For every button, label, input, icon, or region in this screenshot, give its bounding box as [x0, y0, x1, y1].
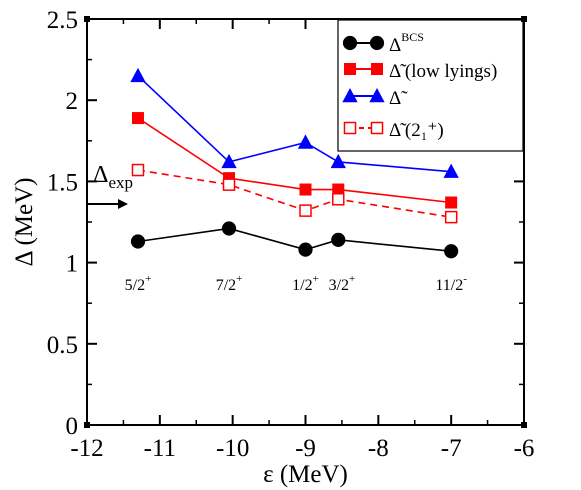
level-label: 3/2+: [329, 273, 356, 294]
y-tick-label: 0: [66, 413, 79, 440]
x-tick-label: -10: [216, 435, 249, 462]
y-tick-label: 2.5: [47, 7, 78, 34]
level-label: 11/2-: [435, 273, 467, 294]
exp-arrow-head: [118, 199, 128, 209]
data-point-series-0: [331, 232, 346, 247]
y-tick-label: 1: [66, 251, 79, 278]
series-line-0: [137, 227, 452, 253]
legend-marker-0: [342, 35, 358, 51]
legend-label-3: Δ̃ (2₁⁺): [389, 120, 444, 141]
legend-marker-1: [344, 63, 356, 75]
frame-corner: [521, 16, 527, 22]
x-axis-label: ε (MeV): [263, 461, 348, 488]
level-label: 5/2+: [125, 273, 152, 294]
data-point-series-0: [298, 242, 313, 257]
y-axis-label: Δ (MeV): [11, 178, 38, 267]
y-tick-label: 2: [66, 88, 79, 115]
data-point-series-2: [330, 153, 346, 169]
legend-marker-3: [343, 121, 357, 135]
data-point-series-1: [445, 196, 458, 209]
x-tick-label: -6: [514, 435, 535, 462]
data-point-series-3: [299, 204, 312, 217]
exp-label: Δexp: [93, 162, 133, 192]
data-point-series-2: [130, 67, 146, 83]
data-point-series-3: [222, 178, 236, 191]
data-point-series-0: [444, 244, 459, 259]
x-tick-label: -7: [441, 435, 462, 462]
y-tick-label: 1.5: [47, 169, 78, 196]
x-tick-label: -9: [295, 435, 316, 462]
x-tick-label: -11: [144, 435, 176, 462]
legend-label-0: ΔBCS: [389, 30, 424, 56]
level-label: 7/2+: [216, 273, 243, 294]
legend-marker-2: [369, 88, 385, 103]
data-point-series-3: [444, 210, 458, 224]
legend-label-1: Δ̃ (low lyings): [389, 61, 497, 82]
frame-corner: [521, 422, 527, 428]
data-point-series-2: [297, 134, 314, 149]
data-point-series-0: [130, 234, 146, 249]
legend-box: [337, 19, 524, 152]
y-tick-label: 0.5: [47, 332, 78, 359]
legend-marker-3: [370, 121, 384, 135]
data-point-series-0: [221, 221, 237, 236]
data-point-series-1: [299, 183, 312, 196]
data-point-series-2: [221, 153, 237, 169]
data-point-series-2: [443, 163, 459, 178]
frame-corner: [84, 422, 90, 428]
data-point-series-1: [131, 112, 144, 125]
x-tick-label: -12: [70, 435, 103, 462]
x-tick-label: -8: [368, 435, 389, 462]
legend-marker-0: [369, 35, 385, 51]
legend-marker-2: [342, 88, 358, 103]
series-line-3: [137, 169, 452, 218]
frame-corner: [84, 16, 90, 22]
data-point-series-3: [131, 163, 145, 177]
level-label: 1/2+: [292, 273, 319, 294]
data-point-series-3: [332, 193, 345, 206]
legend-marker-1: [371, 63, 383, 75]
